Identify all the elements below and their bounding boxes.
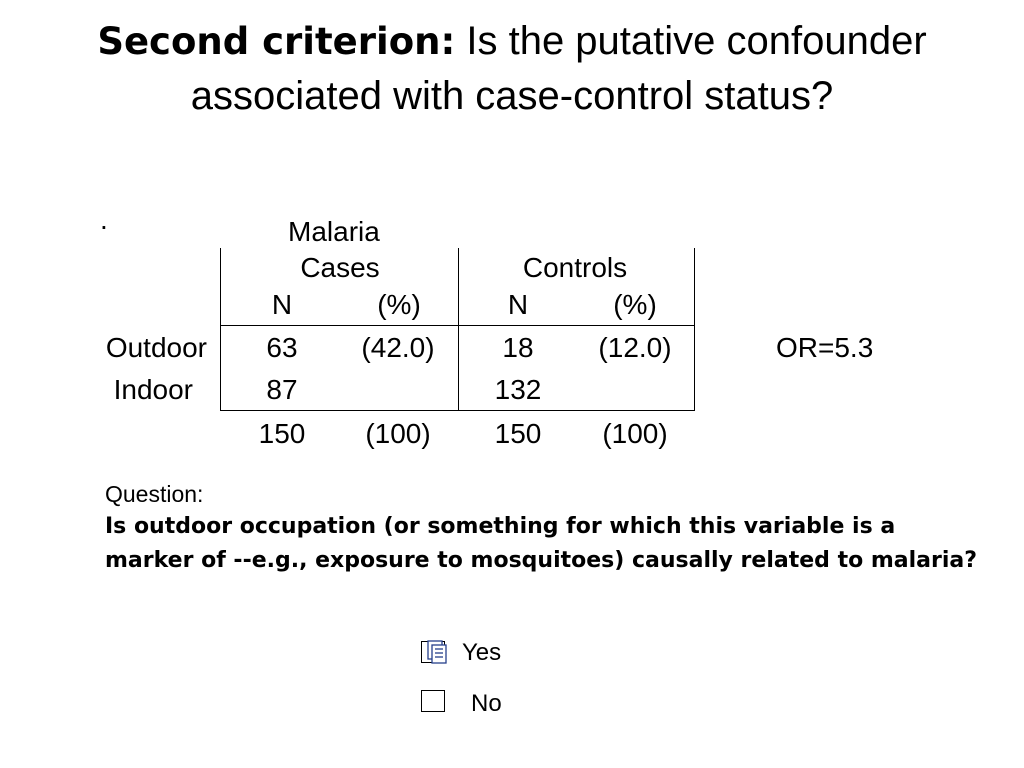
question-text: Is outdoor occupation (or something for …: [105, 514, 978, 573]
row-label-indoor: Indoor: [113, 374, 193, 405]
cell-outdoor-cases-n: 63: [266, 332, 298, 363]
header-controls: Controls: [522, 252, 628, 283]
stray-dot: .: [100, 204, 108, 235]
table-header-divider: [220, 325, 695, 326]
total-controls-n: 150: [494, 418, 542, 449]
row-label-outdoor: Outdoor: [105, 332, 207, 363]
cell-outdoor-controls-n: 18: [502, 332, 534, 363]
cell-outdoor-cases-pct: (42.0): [361, 332, 435, 363]
total-controls-pct: (100): [602, 418, 668, 449]
odds-ratio: OR=5.3: [776, 332, 874, 363]
title-lead: Second criterion:: [97, 20, 456, 63]
no-label[interactable]: No: [471, 690, 502, 717]
header-cases: Cases: [300, 252, 380, 283]
yes-checkbox[interactable]: [421, 640, 447, 664]
subheader-controls-pct: (%): [613, 289, 657, 320]
subheader-controls-n: N: [507, 289, 529, 320]
total-cases-pct: (100): [365, 418, 431, 449]
slide-title: Second criterion: Is the putative confou…: [40, 14, 984, 124]
cell-outdoor-controls-pct: (12.0): [598, 332, 672, 363]
group-header-malaria: Malaria: [288, 216, 380, 247]
yes-label[interactable]: Yes: [462, 639, 502, 666]
table-right-border: [694, 248, 695, 411]
cell-indoor-cases-n: 87: [266, 374, 298, 405]
cell-indoor-controls-n: 132: [494, 374, 542, 405]
question-label: Question:: [105, 481, 204, 507]
table-middle-divider: [458, 248, 459, 411]
notepad-icon: [427, 640, 447, 664]
no-checkbox[interactable]: [421, 690, 445, 712]
table-bottom-border: [220, 410, 695, 411]
title-rest: Is the putative confounder associated wi…: [190, 19, 927, 118]
total-cases-n: 150: [258, 418, 306, 449]
subheader-cases-pct: (%): [377, 289, 421, 320]
table-left-border: [220, 248, 221, 411]
subheader-cases-n: N: [271, 289, 293, 320]
